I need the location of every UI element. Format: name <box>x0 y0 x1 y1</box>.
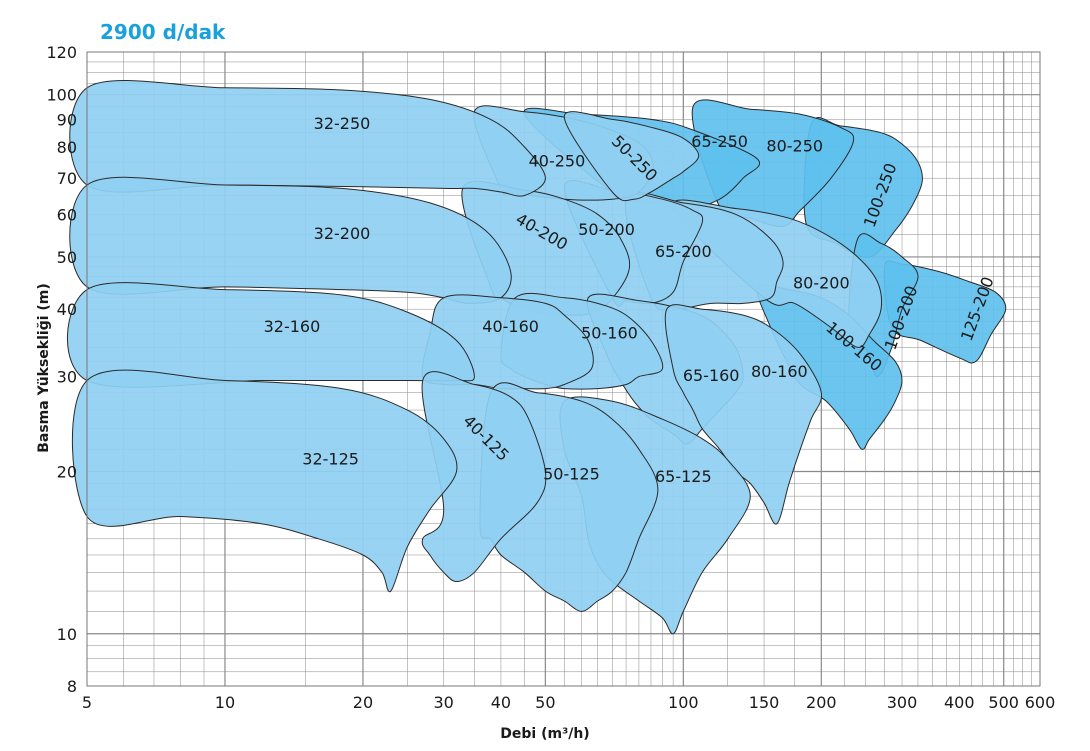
region-32-125 <box>71 369 458 593</box>
y-tick-label: 50 <box>57 248 77 267</box>
x-tick-label: 30 <box>433 693 453 712</box>
region-label-32-250: 32-250 <box>314 114 371 133</box>
region-label-80-200: 80-200 <box>793 274 850 293</box>
x-tick-label: 400 <box>944 693 975 712</box>
y-tick-label: 10 <box>57 625 77 644</box>
y-tick-label: 90 <box>57 110 77 129</box>
x-tick-label: 5 <box>82 693 92 712</box>
region-40-125 <box>421 371 547 583</box>
x-tick-label: 10 <box>215 693 235 712</box>
x-tick-label: 20 <box>353 693 373 712</box>
x-axis-title: Debi (m³/h) <box>500 726 589 742</box>
region-label-80-160: 80-160 <box>751 362 808 381</box>
pump-regions <box>67 80 1007 635</box>
y-tick-label: 30 <box>57 368 77 387</box>
x-tick-label: 150 <box>749 693 780 712</box>
region-80-160 <box>664 304 823 525</box>
y-tick-label: 8 <box>67 677 77 696</box>
region-label-65-160: 65-160 <box>683 366 740 385</box>
y-tick-label: 120 <box>46 43 77 62</box>
region-label-65-250: 65-250 <box>691 132 748 151</box>
x-axis-ticks: 5 10 20 30 40 50 100 150 200 300 400 500 600 <box>82 693 1055 712</box>
region-label-40-160: 40-160 <box>482 317 539 336</box>
region-label-65-200: 65-200 <box>655 242 712 261</box>
region-label-65-125: 65-125 <box>655 467 712 486</box>
x-tick-label: 50 <box>535 693 555 712</box>
y-tick-label: 40 <box>57 300 77 319</box>
region-label-50-200: 50-200 <box>578 220 635 239</box>
x-tick-label: 300 <box>887 693 918 712</box>
region-50-250 <box>563 111 700 202</box>
region-label-80-250: 80-250 <box>766 136 823 155</box>
x-tick-label: 100 <box>668 693 699 712</box>
y-tick-label: 80 <box>57 138 77 157</box>
region-label-32-125: 32-125 <box>302 450 359 469</box>
region-label-50-160: 50-160 <box>581 323 638 342</box>
plot-frame <box>86 51 1041 687</box>
speed-title: 2900 d/dak <box>100 20 226 44</box>
region-label-32-200: 32-200 <box>314 224 371 243</box>
y-tick-label: 100 <box>46 86 77 105</box>
region-label-40-250: 40-250 <box>529 152 586 171</box>
y-tick-label: 60 <box>57 205 77 224</box>
y-axis-title: Basma Yüksekliği (m) <box>36 283 52 453</box>
region-label-32-160: 32-160 <box>264 317 321 336</box>
x-tick-label: 200 <box>806 693 837 712</box>
x-tick-label: 40 <box>491 693 511 712</box>
y-tick-label: 20 <box>57 462 77 481</box>
y-tick-label: 70 <box>57 169 77 188</box>
region-label-50-125: 50-125 <box>543 465 600 484</box>
y-axis-ticks: 8 10 20 30 40 50 60 70 80 90 100 120 <box>46 43 77 696</box>
x-tick-label: 600 <box>1025 693 1056 712</box>
x-tick-label: 500 <box>988 693 1019 712</box>
